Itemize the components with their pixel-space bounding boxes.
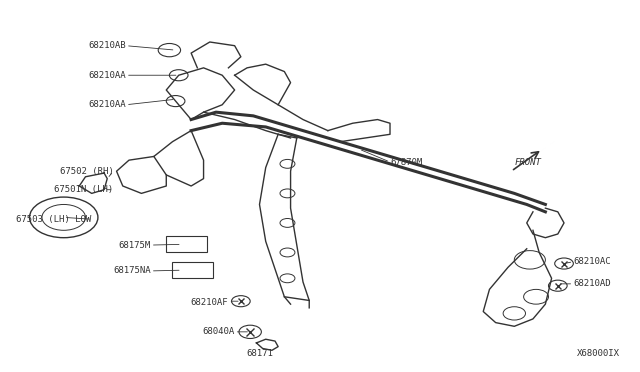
Text: 68040A: 68040A	[202, 327, 235, 336]
Text: 67502 (RH): 67502 (RH)	[60, 167, 113, 176]
Text: 68210AD: 68210AD	[573, 279, 611, 288]
Text: 68175NA: 68175NA	[113, 266, 151, 275]
Text: 68210AF: 68210AF	[191, 298, 228, 307]
Text: 68171: 68171	[246, 350, 273, 359]
Text: FRONT: FRONT	[515, 157, 541, 167]
Text: 67870M: 67870M	[390, 157, 422, 167]
Text: 68210AC: 68210AC	[573, 257, 611, 266]
Text: 68210AA: 68210AA	[88, 100, 126, 109]
Text: 68175M: 68175M	[118, 241, 151, 250]
Text: 67503 (LH) LOW: 67503 (LH) LOW	[17, 215, 92, 224]
Text: 68210AB: 68210AB	[88, 41, 126, 50]
Text: X68000IX: X68000IX	[577, 350, 620, 359]
Text: 67501N (LH): 67501N (LH)	[54, 185, 113, 194]
Text: 68210AA: 68210AA	[88, 71, 126, 80]
